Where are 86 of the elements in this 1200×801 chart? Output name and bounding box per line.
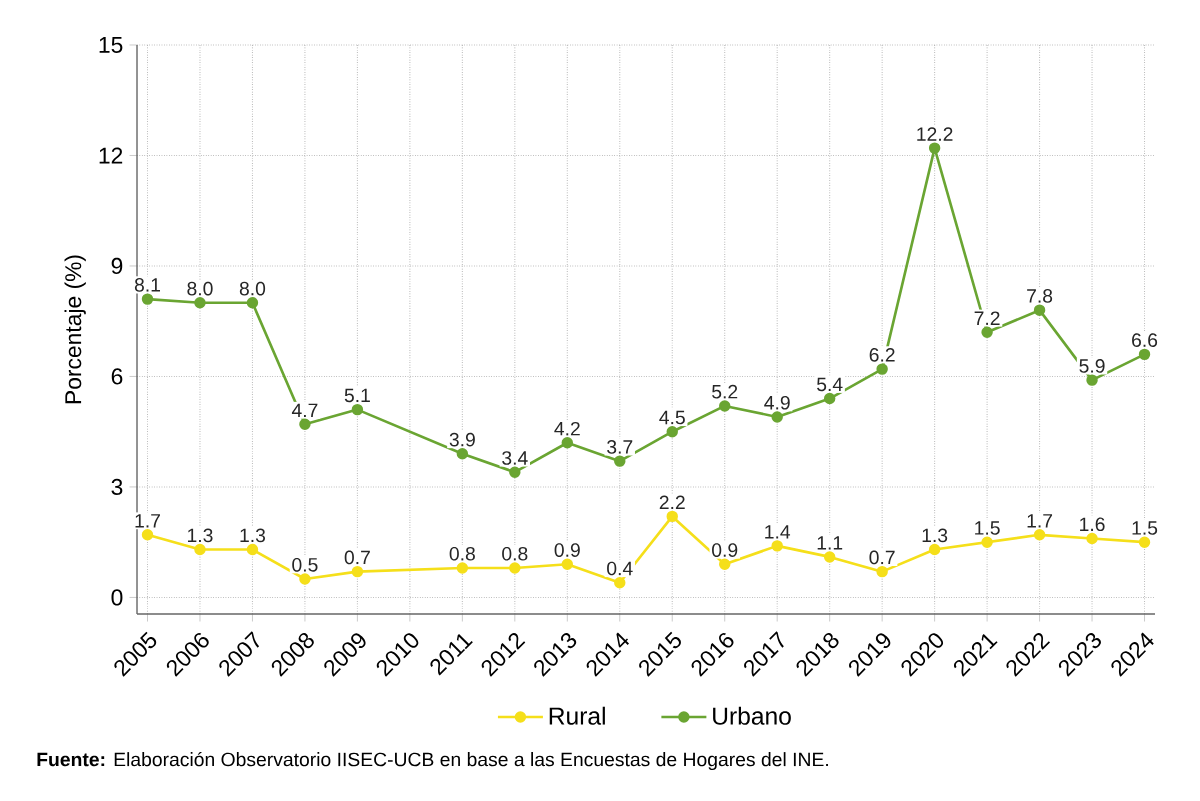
point bbox=[876, 565, 888, 578]
data-label: 0.7 bbox=[344, 550, 370, 565]
y-tick-label: 15 bbox=[99, 37, 123, 53]
data-label: 8.0 bbox=[187, 281, 213, 296]
data-label: 1.4 bbox=[765, 525, 791, 539]
point bbox=[299, 573, 311, 585]
point bbox=[351, 403, 364, 416]
data-label: 5.9 bbox=[1079, 359, 1105, 373]
data-label: 1.3 bbox=[922, 528, 948, 543]
y-tick-label: 6 bbox=[111, 368, 123, 385]
point bbox=[771, 411, 783, 423]
data-label: 1.3 bbox=[188, 528, 213, 543]
point bbox=[666, 510, 678, 523]
data-label: 7.2 bbox=[974, 311, 1000, 325]
point bbox=[141, 529, 154, 541]
data-label: 8.1 bbox=[134, 278, 160, 292]
point bbox=[1086, 532, 1098, 545]
data-label: 5.1 bbox=[344, 388, 370, 403]
point bbox=[666, 425, 678, 438]
point bbox=[771, 540, 783, 552]
point bbox=[509, 562, 521, 574]
data-label: 1.7 bbox=[135, 514, 160, 528]
data-label: 3.7 bbox=[607, 440, 633, 454]
point bbox=[456, 562, 469, 574]
data-label: 0.9 bbox=[712, 543, 738, 557]
data-label: 4.2 bbox=[554, 421, 580, 436]
point bbox=[928, 543, 941, 556]
point bbox=[1138, 536, 1151, 548]
point bbox=[981, 326, 993, 338]
point bbox=[614, 576, 626, 589]
data-label: 1.1 bbox=[817, 536, 843, 550]
data-label: 4.9 bbox=[764, 395, 790, 410]
point bbox=[981, 536, 993, 548]
point bbox=[351, 565, 364, 578]
data-label: 1.3 bbox=[240, 528, 266, 543]
y-tick-label: 9 bbox=[111, 257, 123, 275]
text: Fuente: Elaboración Observatorio IISEC-UCB en base a las Encuestas de Hogares del INE. bbox=[37, 751, 828, 771]
point bbox=[194, 543, 206, 556]
point bbox=[456, 448, 469, 460]
data-label: 7.8 bbox=[1027, 289, 1053, 303]
point bbox=[299, 418, 311, 431]
point bbox=[561, 558, 574, 570]
data-label: 3.9 bbox=[449, 432, 475, 447]
data-label: 5.4 bbox=[817, 377, 843, 392]
data-label: 0.5 bbox=[292, 557, 318, 572]
point bbox=[1086, 374, 1098, 386]
data-label: 0.7 bbox=[869, 550, 895, 565]
point bbox=[141, 293, 154, 305]
data-label: 3.4 bbox=[502, 451, 528, 465]
legend-label: Urbano bbox=[713, 706, 791, 725]
y-tick-label: 0 bbox=[111, 589, 123, 606]
data-label: 1.6 bbox=[1080, 517, 1105, 532]
legend-label: Rural bbox=[549, 706, 605, 725]
data-label: 2.2 bbox=[659, 495, 685, 510]
data-label: 0.8 bbox=[502, 546, 528, 561]
y-tick-label: 3 bbox=[111, 478, 123, 496]
point bbox=[876, 363, 888, 375]
data-label: 0.8 bbox=[449, 546, 475, 561]
data-label: 0.9 bbox=[554, 543, 580, 557]
point bbox=[561, 437, 574, 449]
data-label: 1.5 bbox=[1132, 521, 1158, 535]
point bbox=[246, 297, 259, 309]
data-label: 6.2 bbox=[869, 348, 895, 362]
data-label: 5.2 bbox=[712, 384, 738, 399]
point bbox=[928, 142, 941, 154]
point bbox=[194, 297, 206, 309]
point bbox=[509, 466, 521, 478]
point bbox=[614, 455, 626, 467]
point bbox=[1033, 529, 1046, 541]
point bbox=[823, 551, 836, 563]
data-label: 1.7 bbox=[1027, 514, 1053, 528]
data-label: 6.6 bbox=[1132, 333, 1158, 347]
point bbox=[719, 558, 731, 570]
point bbox=[246, 543, 259, 556]
y-tick-label: 12 bbox=[99, 147, 123, 164]
data-label: 4.7 bbox=[291, 403, 318, 417]
data-label: 0.4 bbox=[607, 561, 633, 576]
data-label: 4.5 bbox=[659, 410, 685, 425]
point bbox=[1033, 304, 1046, 316]
point bbox=[1138, 348, 1151, 361]
data-label: 1.5 bbox=[975, 521, 1000, 535]
y-axis-title: Porcentaje (%) bbox=[64, 255, 86, 404]
data-label: 8.0 bbox=[239, 281, 266, 296]
data-label: 12.2 bbox=[917, 127, 953, 141]
point bbox=[823, 392, 836, 405]
point bbox=[719, 400, 731, 412]
